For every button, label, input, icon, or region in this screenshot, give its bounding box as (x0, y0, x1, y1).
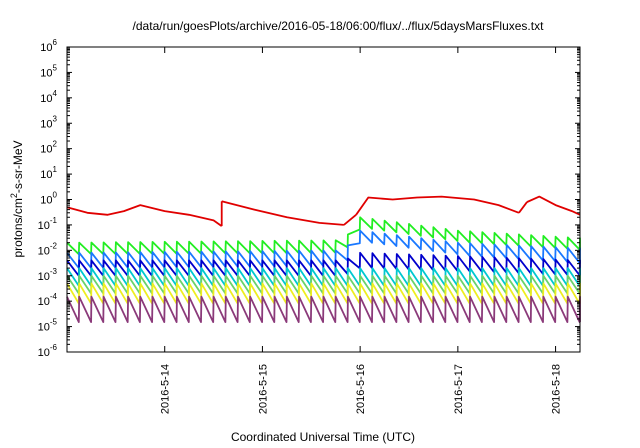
chart-title: /data/run/goesPlots/archive/2016-05-18/0… (133, 19, 545, 33)
y-tick-label: 104 (40, 89, 57, 105)
y-tick-label: 102 (40, 140, 57, 156)
series-line (355, 195, 520, 216)
x-axis-label: Coordinated Universal Time (UTC) (231, 430, 415, 444)
series-line (66, 282, 581, 305)
series-line (66, 267, 581, 287)
series-line (343, 214, 357, 226)
series-line (66, 251, 581, 277)
y-tick-label: 101 (40, 165, 57, 181)
x-axis: 2016-5-14 2016-5-15 2016-5-16 2016-5-17 2016… (160, 47, 563, 414)
series-line (66, 295, 581, 324)
series-line (66, 204, 223, 227)
y-tick-label: 10-4 (38, 292, 58, 308)
series-line (66, 216, 581, 256)
series-layer (66, 195, 581, 324)
x-tick-label: 2016-5-15 (257, 364, 269, 414)
y-tick-label: 10-6 (38, 343, 58, 359)
x-tick-label: 2016-5-16 (355, 364, 367, 414)
series-line (518, 201, 528, 214)
series-line (526, 195, 581, 216)
series-line (221, 200, 344, 226)
y-tick-label: 10-5 (38, 318, 58, 334)
y-tick-label: 10-1 (38, 216, 58, 232)
y-axis: 10-6 10-5 10-4 10-3 10-2 10-1 100 101 102 103 104 1… (38, 38, 580, 359)
y-axis-label-base: protons/cm (11, 198, 25, 257)
y-tick-label: 10-3 (38, 267, 58, 283)
series-line (66, 229, 581, 269)
y-axis-label: protons/cm2-s-sr-MeV (9, 140, 25, 257)
x-tick-label: 2016-5-14 (160, 364, 172, 414)
x-tick-label: 2016-5-18 (551, 364, 563, 414)
y-axis-label-sup: 2 (9, 193, 19, 198)
series-line (66, 274, 581, 295)
x-tick-label: 2016-5-17 (453, 364, 465, 414)
y-tick-label: 106 (40, 38, 57, 54)
y-tick-label: 10-2 (38, 241, 58, 257)
y-tick-label: 105 (40, 63, 57, 79)
y-tick-label: 103 (40, 114, 57, 130)
y-tick-label: 100 (40, 191, 57, 207)
y-axis-label-rest: -s-sr-MeV (11, 140, 25, 193)
